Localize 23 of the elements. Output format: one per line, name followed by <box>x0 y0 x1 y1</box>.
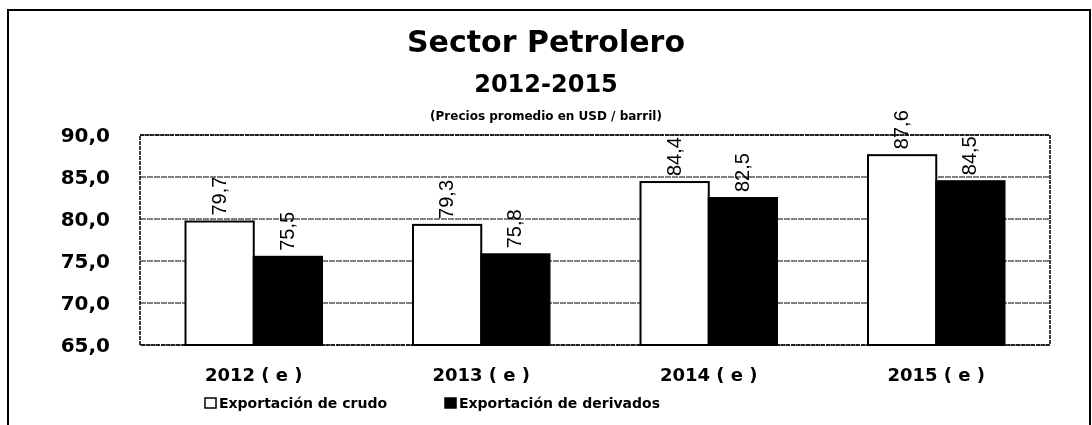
y-tick-label: 90,0 <box>60 123 110 147</box>
y-tick-label: 65,0 <box>60 333 110 357</box>
x-tick-label: 2014 ( e ) <box>659 364 758 385</box>
chart-subtitle: 2012-2015 <box>474 70 618 98</box>
legend-label: Exportación de derivados <box>459 395 660 411</box>
data-label: 82,5 <box>730 153 753 192</box>
y-tick-label: 70,0 <box>60 291 110 315</box>
data-label: 87,6 <box>890 110 913 150</box>
data-label: 84,4 <box>662 137 685 177</box>
y-tick-label: 80,0 <box>60 207 110 231</box>
x-tick-label: 2012 ( e ) <box>204 364 303 385</box>
data-label: 79,3 <box>435 179 458 219</box>
data-label: 79,7 <box>207 176 230 216</box>
data-label: 75,5 <box>275 211 298 251</box>
text: (Precios promedio en USD / barril) <box>430 109 662 123</box>
data-label: 75,8 <box>503 209 526 249</box>
x-tick-label: 2013 ( e ) <box>432 364 531 385</box>
chart-title: Sector Petrolero <box>406 24 686 59</box>
y-tick-label: 75,0 <box>60 249 110 273</box>
x-tick-label: 2015 ( e ) <box>887 364 986 385</box>
y-tick-label: 85,0 <box>60 165 110 189</box>
data-label: 84,5 <box>958 136 981 176</box>
legend-label: Exportación de crudo <box>219 395 388 411</box>
